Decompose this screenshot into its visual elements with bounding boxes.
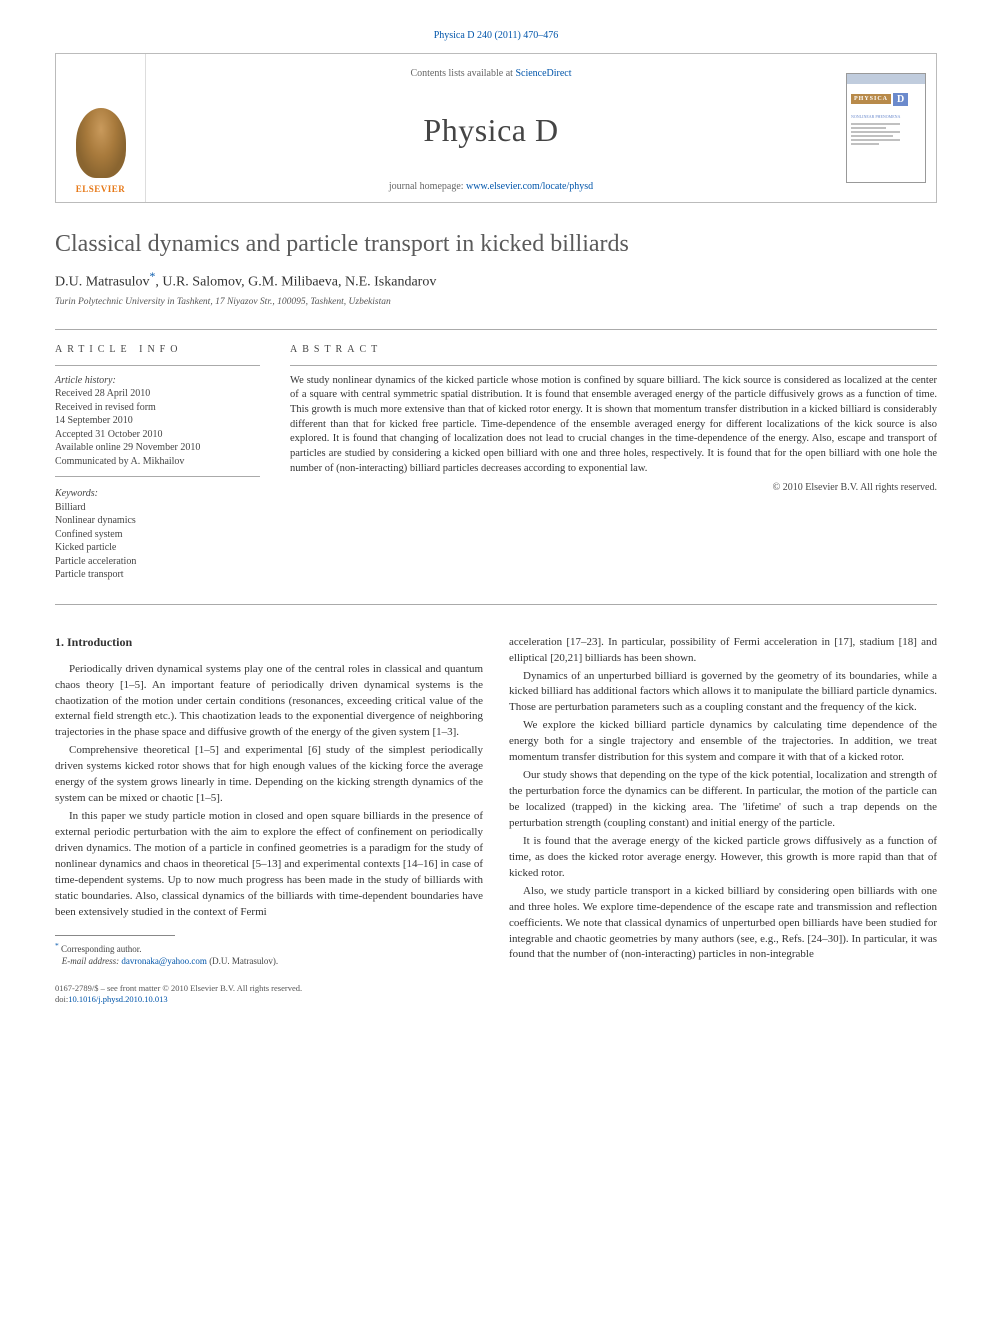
- abstract-column: ABSTRACT We study nonlinear dynamics of …: [290, 344, 937, 582]
- keyword: Particle transport: [55, 569, 124, 580]
- article-history-block: Article history: Received 28 April 2010 …: [55, 374, 260, 582]
- author-corresponding[interactable]: D.U. Matrasulov: [55, 275, 150, 290]
- abstract-heading: ABSTRACT: [290, 344, 937, 355]
- journal-title: Physica D: [423, 112, 558, 149]
- online-date: Available online 29 November 2010: [55, 442, 200, 453]
- doi-label: doi:: [55, 994, 68, 1004]
- homepage-url[interactable]: www.elsevier.com/locate/physd: [466, 181, 593, 192]
- accepted-date: Accepted 31 October 2010: [55, 429, 162, 440]
- cover-physica-label: PHYSICA: [851, 94, 891, 104]
- rule-top: [55, 329, 937, 330]
- publisher-name: ELSEVIER: [76, 184, 126, 194]
- journal-cover-thumbnail[interactable]: PHYSICA D NONLINEAR PHENOMENA: [846, 73, 926, 183]
- article-info-column: ARTICLE INFO Article history: Received 2…: [55, 344, 260, 582]
- publisher-logo-cell: ELSEVIER: [56, 54, 146, 202]
- keyword: Billiard: [55, 502, 86, 513]
- abstract-text: We study nonlinear dynamics of the kicke…: [290, 374, 937, 477]
- homepage-line: journal homepage: www.elsevier.com/locat…: [389, 181, 593, 192]
- keyword: Kicked particle: [55, 542, 116, 553]
- article-info-heading: ARTICLE INFO: [55, 344, 260, 355]
- keyword: Nonlinear dynamics: [55, 515, 136, 526]
- email-attribution: (D.U. Matrasulov).: [209, 956, 278, 966]
- keywords-label: Keywords:: [55, 487, 260, 501]
- body-left-column: 1. Introduction Periodically driven dyna…: [55, 635, 483, 1006]
- history-label: Article history:: [55, 375, 116, 386]
- body-para: Comprehensive theoretical [1–5] and expe…: [55, 743, 483, 807]
- homepage-label: journal homepage:: [389, 181, 466, 192]
- cover-thumbnail-cell: PHYSICA D NONLINEAR PHENOMENA: [836, 54, 936, 202]
- citation-line: Physica D 240 (2011) 470–476: [55, 30, 937, 41]
- authors-rest: , U.R. Salomov, G.M. Milibaeva, N.E. Isk…: [155, 275, 436, 290]
- communicated-by: Communicated by A. Mikhailov: [55, 456, 184, 467]
- body-para: In this paper we study particle motion i…: [55, 809, 483, 921]
- journal-header-box: ELSEVIER Contents lists available at Sci…: [55, 53, 937, 203]
- revised-date: 14 September 2010: [55, 415, 133, 426]
- contents-text: Contents lists available at: [410, 68, 515, 79]
- elsevier-tree-icon: [76, 108, 126, 178]
- body-para: Also, we study particle transport in a k…: [509, 884, 937, 964]
- keyword: Particle acceleration: [55, 556, 136, 567]
- info-abstract-row: ARTICLE INFO Article history: Received 2…: [55, 344, 937, 582]
- body-two-column: 1. Introduction Periodically driven dyna…: [55, 635, 937, 1006]
- info-rule: [55, 365, 260, 366]
- info-rule-2: [55, 476, 260, 477]
- imprint-block: 0167-2789/$ – see front matter © 2010 El…: [55, 983, 483, 1006]
- section-1-heading: 1. Introduction: [55, 635, 483, 650]
- revised-label: Received in revised form: [55, 402, 156, 413]
- body-para: Our study shows that depending on the ty…: [509, 768, 937, 832]
- header-center: Contents lists available at ScienceDirec…: [146, 54, 836, 202]
- abstract-copyright: © 2010 Elsevier B.V. All rights reserved…: [290, 482, 937, 493]
- abstract-rule: [290, 365, 937, 366]
- body-para: It is found that the average energy of t…: [509, 834, 937, 882]
- body-para: Dynamics of an unperturbed billiard is g…: [509, 669, 937, 717]
- citation-journal-ref[interactable]: Physica D 240 (2011) 470–476: [434, 30, 559, 41]
- received-date: Received 28 April 2010: [55, 388, 150, 399]
- body-para: We explore the kicked billiard particle …: [509, 718, 937, 766]
- keyword: Confined system: [55, 529, 123, 540]
- contents-available-line: Contents lists available at ScienceDirec…: [410, 68, 571, 79]
- body-right-column: acceleration [17–23]. In particular, pos…: [509, 635, 937, 1006]
- body-para: Periodically driven dynamical systems pl…: [55, 662, 483, 742]
- corresponding-label: Corresponding author.: [61, 944, 142, 954]
- authors-line: D.U. Matrasulov*, U.R. Salomov, G.M. Mil…: [55, 270, 937, 291]
- issn-line: 0167-2789/$ – see front matter © 2010 El…: [55, 983, 302, 993]
- footnote-marker: *: [55, 941, 59, 950]
- article-title: Classical dynamics and particle transpor…: [55, 231, 937, 258]
- doi-link[interactable]: 10.1016/j.physd.2010.10.013: [68, 994, 167, 1004]
- email-label: E-mail address:: [62, 956, 119, 966]
- body-para: acceleration [17–23]. In particular, pos…: [509, 635, 937, 667]
- cover-d-label: D: [893, 93, 908, 106]
- email-link[interactable]: davronaka@yahoo.com: [121, 956, 207, 966]
- corresponding-footnote: * Corresponding author. E-mail address: …: [55, 941, 483, 967]
- affiliation: Turin Polytechnic University in Tashkent…: [55, 297, 937, 307]
- footnote-rule: [55, 935, 175, 936]
- sciencedirect-link[interactable]: ScienceDirect: [515, 68, 571, 79]
- rule-bottom: [55, 604, 937, 605]
